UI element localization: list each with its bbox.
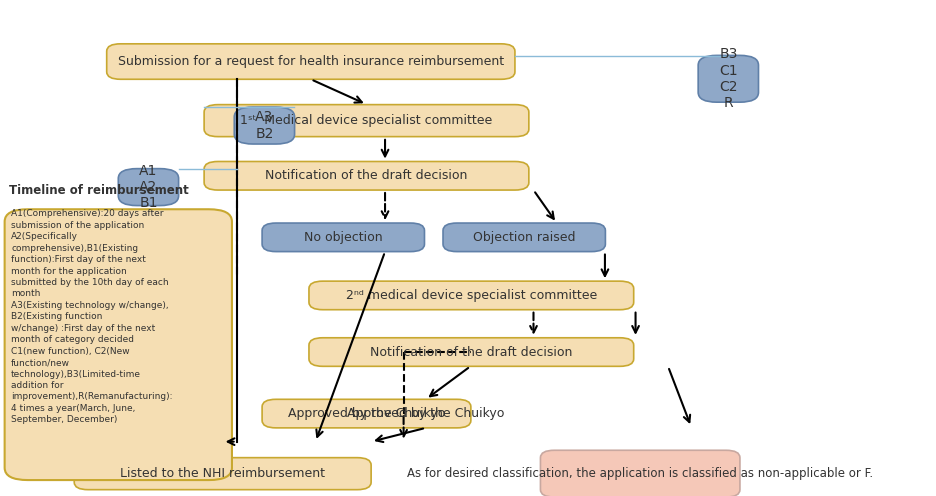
Text: A3
B2: A3 B2 (256, 111, 273, 141)
FancyBboxPatch shape (309, 338, 634, 367)
Text: Approved by the Chuikyo: Approved by the Chuikyo (287, 407, 446, 420)
Text: A1
A2
B1: A1 A2 B1 (139, 164, 157, 210)
FancyBboxPatch shape (262, 399, 471, 428)
Text: Listed to the NHI reimbursement: Listed to the NHI reimbursement (120, 467, 325, 480)
Text: Notification of the draft decision: Notification of the draft decision (370, 346, 573, 359)
FancyBboxPatch shape (698, 56, 758, 102)
FancyBboxPatch shape (107, 44, 515, 79)
Text: No objection: No objection (304, 231, 383, 244)
FancyBboxPatch shape (204, 105, 529, 136)
FancyBboxPatch shape (74, 458, 372, 490)
Text: Approved by the Chuikyo: Approved by the Chuikyo (347, 407, 505, 420)
Text: Notification of the draft decision: Notification of the draft decision (265, 169, 468, 182)
Text: Submission for a request for health insurance reimbursement: Submission for a request for health insu… (118, 55, 504, 68)
FancyBboxPatch shape (5, 209, 232, 480)
Text: 1ˢᵗ  Medical device specialist committee: 1ˢᵗ Medical device specialist committee (241, 114, 492, 127)
FancyBboxPatch shape (234, 107, 295, 144)
Text: A1(Comprehensive):20 days after
submission of the application
A2(Specifically
co: A1(Comprehensive):20 days after submissi… (11, 209, 172, 425)
FancyBboxPatch shape (262, 223, 424, 251)
FancyBboxPatch shape (309, 281, 634, 310)
FancyBboxPatch shape (443, 223, 606, 251)
Text: B3
C1
C2
R: B3 C1 C2 R (719, 48, 738, 110)
Text: Objection raised: Objection raised (473, 231, 576, 244)
Text: Timeline of reimbursement: Timeline of reimbursement (9, 184, 189, 197)
FancyBboxPatch shape (540, 450, 740, 496)
FancyBboxPatch shape (204, 162, 529, 190)
FancyBboxPatch shape (118, 169, 179, 205)
Text: As for desired classification, the application is classified as non-applicable o: As for desired classification, the appli… (407, 467, 873, 480)
Text: 2ⁿᵈ medical device specialist committee: 2ⁿᵈ medical device specialist committee (345, 289, 597, 302)
